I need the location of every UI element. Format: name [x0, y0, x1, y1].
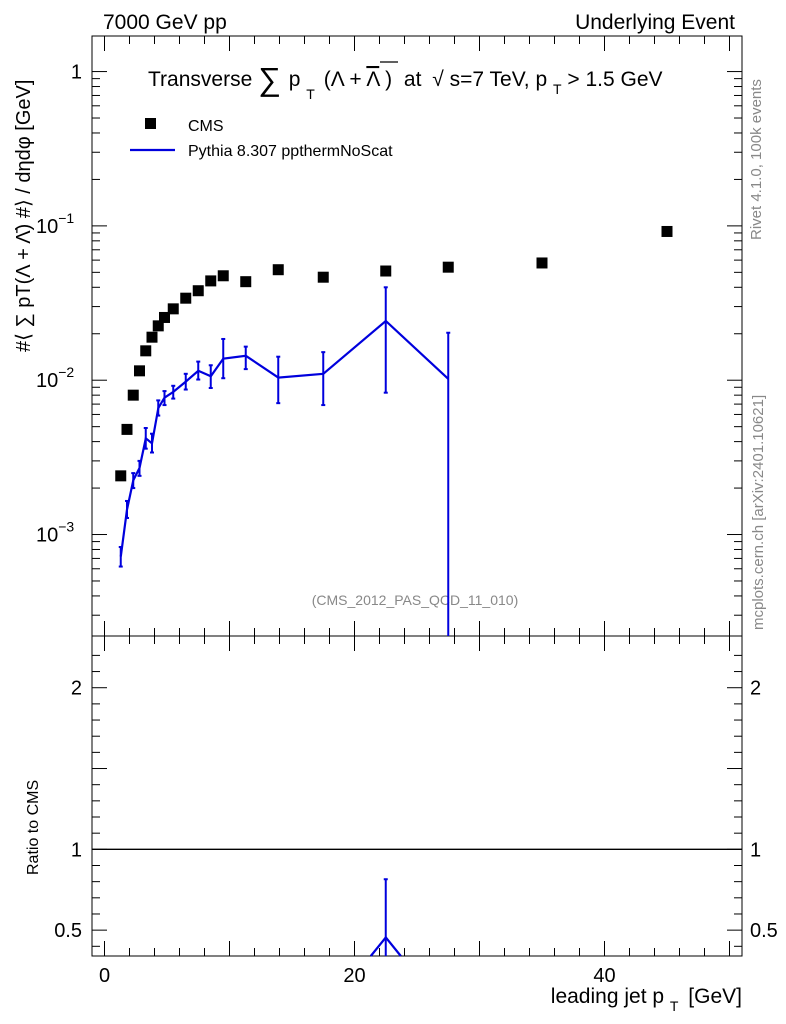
cms-point — [115, 470, 127, 482]
ratio-y-ticks: 2 2 1 1 0.5 0.5 — [54, 654, 778, 947]
title-sum: ∑ — [258, 61, 281, 97]
cms-point — [146, 331, 158, 343]
cms-point — [380, 265, 392, 277]
mcplots-label: mcplots.cern.ch [arXiv:2401.10621] — [750, 395, 767, 630]
x-tick-label: 40 — [593, 965, 615, 987]
rivet-label: Rivet 4.1.0, 100k events — [748, 79, 765, 240]
x-tick-label: 0 — [99, 965, 110, 987]
cms-point — [317, 271, 329, 283]
ratio-tick-label-right: 0.5 — [750, 920, 778, 942]
ratio-tick-label-left: 1 — [71, 839, 82, 861]
cms-point — [240, 276, 252, 288]
cms-point — [205, 275, 217, 287]
x-axis-label: leading jet p T [GeV] — [551, 985, 742, 1016]
cms-point — [127, 389, 139, 401]
y-tick-label: 10−2 — [36, 364, 74, 392]
cms-point — [159, 311, 170, 323]
title-cut: > 1.5 GeV — [567, 68, 662, 91]
legend-cms-label: CMS — [188, 118, 224, 135]
x-axis-label-sub: T — [670, 998, 679, 1014]
chart-title: Transverse ∑ p T (Λ + Λ ) at √ s=7 TeV, … — [148, 61, 663, 104]
cms-point — [661, 225, 673, 237]
cms-point — [167, 303, 179, 315]
y-tick-label: 10−1 — [36, 210, 74, 238]
x-ticks: 0 20 40 — [99, 36, 730, 987]
title-sub-t: T — [306, 86, 315, 102]
title-paren-close: ) — [385, 68, 392, 91]
title-p: p — [289, 68, 301, 91]
x-tick-label: 20 — [343, 965, 365, 987]
title-sqrt: √ — [432, 68, 444, 91]
y-tick-mantissa: 10 — [36, 216, 58, 238]
cms-point — [272, 264, 284, 276]
y-tick-exponent: −1 — [58, 210, 74, 226]
y-tick-mantissa: 10 — [36, 525, 58, 547]
y-tick-exponent: −3 — [58, 519, 74, 535]
cms-point — [217, 270, 229, 282]
ratio-tick-label-right: 2 — [750, 678, 761, 700]
cms-point — [180, 292, 192, 304]
cms-point — [442, 261, 454, 273]
cms-point — [192, 285, 204, 297]
x-axis-label-unit: [GeV] — [688, 985, 742, 1008]
y-tick-label: 1 — [71, 62, 82, 84]
title-paren-open: (Λ + — [324, 68, 367, 91]
title-lambda-bar: Λ — [366, 68, 380, 91]
title-pre: Transverse — [148, 68, 252, 91]
pythia-series — [118, 286, 451, 636]
cms-point — [152, 320, 164, 332]
main-y-ticks: 110−110−210−3 — [36, 62, 742, 616]
title-sub-t2: T — [553, 81, 562, 97]
header-left: 7000 GeV pp — [103, 11, 227, 34]
cms-point — [121, 423, 133, 435]
analysis-label: (CMS_2012_PAS_QCD_11_010) — [312, 592, 519, 608]
ratio-tick-label-left: 2 — [71, 678, 82, 700]
cms-series — [115, 225, 673, 482]
pythia-line — [119, 319, 450, 557]
y-axis-label: #⟨ ∑ pT(Λ + Λ̄) #⟩ / dηdφ [GeV] — [13, 80, 35, 352]
x-axis-label-main: leading jet p — [551, 985, 664, 1008]
ratio-frame — [91, 635, 743, 957]
ratio-tick-label-left: 0.5 — [54, 920, 82, 942]
y-tick-exponent: −2 — [58, 364, 74, 380]
y-tick-label: 10−3 — [36, 519, 74, 547]
cms-point — [134, 365, 145, 377]
cms-point — [536, 257, 548, 269]
legend-cms-marker — [145, 118, 156, 129]
title-at: at — [404, 68, 422, 91]
ratio-series — [369, 878, 402, 957]
y-tick-mantissa: 10 — [36, 370, 58, 392]
title-s-rest: s=7 TeV, p — [450, 68, 548, 91]
ratio-tick-label-right: 1 — [750, 839, 761, 861]
header-right: Underlying Event — [575, 11, 735, 34]
legend-pythia-label: Pythia 8.307 ppthermNoScat — [188, 143, 393, 160]
ratio-y-label: Ratio to CMS — [25, 780, 42, 875]
cms-point — [140, 345, 152, 357]
